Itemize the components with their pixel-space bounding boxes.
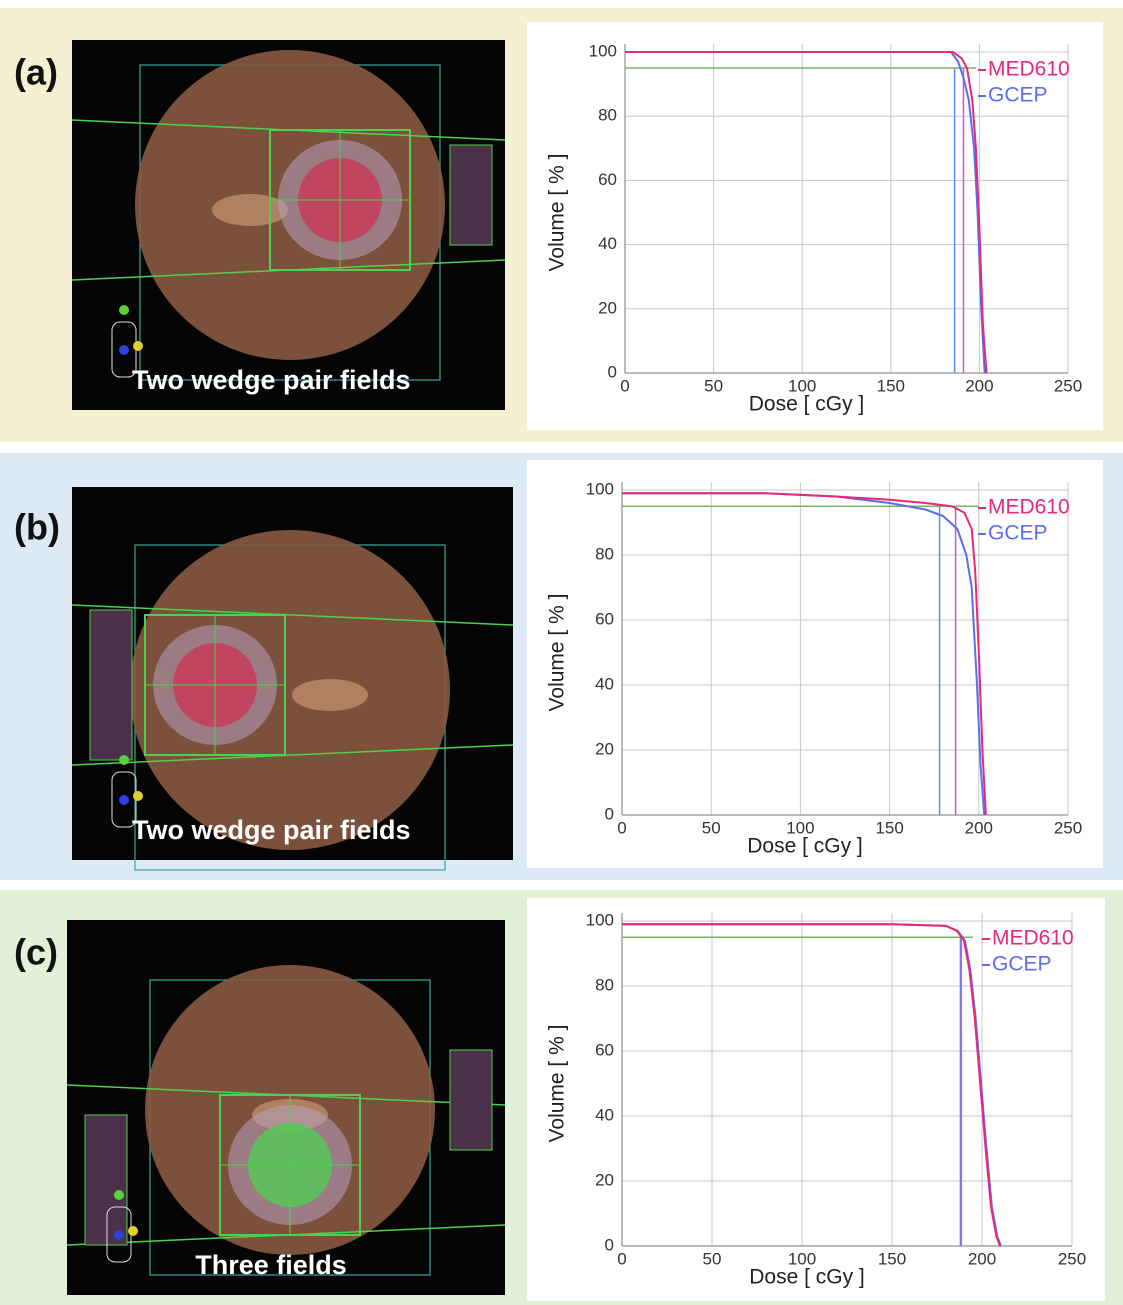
orientation-dot: [119, 345, 129, 355]
beam: [71, 119, 506, 141]
panel-label: (a): [14, 52, 58, 93]
wedge: [449, 1049, 493, 1151]
y-tick-label: 0: [608, 362, 617, 381]
y-tick-label: 40: [595, 674, 614, 693]
wedge: [89, 609, 133, 761]
x-tick-label: 200: [965, 818, 993, 837]
wedge: [449, 144, 493, 246]
x-tick-label: 50: [703, 1249, 722, 1268]
x-tick-label: 0: [620, 376, 629, 395]
x-tick-label: 150: [875, 818, 903, 837]
x-tick-label: 200: [968, 1249, 996, 1268]
orientation-dot: [128, 1226, 138, 1236]
x-tick-label: 100: [786, 818, 814, 837]
x-tick-label: 250: [1054, 376, 1082, 395]
x-tick-label: 100: [788, 1249, 816, 1268]
y-tick-label: 40: [595, 1105, 614, 1124]
x-tick-label: 100: [788, 376, 816, 395]
beam: [71, 604, 514, 626]
chart-card: [527, 898, 1105, 1301]
y-tick-label: 100: [586, 910, 614, 929]
y-tick-label: 60: [595, 1040, 614, 1059]
y-tick-label: 20: [595, 1170, 614, 1189]
y-tick-label: 80: [595, 544, 614, 563]
y-tick-label: 80: [598, 106, 617, 125]
x-tick-label: 150: [877, 376, 905, 395]
x-tick-label: 250: [1054, 818, 1082, 837]
caption: Two wedge pair fields: [132, 365, 411, 395]
y-tick-label: 20: [598, 298, 617, 317]
legend-label: MED610: [988, 496, 1070, 519]
legend-label: GCEP: [988, 522, 1048, 545]
y-tick-label: 0: [605, 804, 614, 823]
orientation-dot: [114, 1230, 124, 1240]
series-line: [622, 492, 987, 816]
y-tick-label: 80: [595, 975, 614, 994]
x-tick-label: 50: [704, 376, 723, 395]
y-tick-label: 40: [598, 234, 617, 253]
x-tick-label: 150: [878, 1249, 906, 1268]
y-tick-label: 100: [589, 41, 617, 60]
chart-card: [527, 460, 1103, 868]
beam: [66, 1224, 506, 1246]
phantom: [130, 530, 450, 850]
wedge: [84, 1114, 128, 1246]
y-axis-label: Volume [ % ]: [546, 594, 569, 712]
legend-label: GCEP: [992, 953, 1052, 976]
y-tick-label: 60: [598, 170, 617, 189]
x-tick-label: 0: [617, 818, 626, 837]
y-tick-label: 20: [595, 739, 614, 758]
y-axis-label: Volume [ % ]: [546, 154, 569, 272]
y-tick-label: 0: [605, 1235, 614, 1254]
series-line: [625, 51, 988, 374]
x-axis-label: Dose [ cGy ]: [749, 1266, 865, 1289]
orientation-dot: [133, 341, 143, 351]
y-tick-label: 60: [595, 609, 614, 628]
legend-label: MED610: [992, 927, 1074, 950]
y-tick-label: 100: [586, 479, 614, 498]
y-axis-label: Volume [ % ]: [546, 1025, 569, 1143]
caption: Three fields: [195, 1250, 347, 1280]
x-axis-label: Dose [ cGy ]: [747, 835, 863, 858]
x-axis-label: Dose [ cGy ]: [749, 393, 865, 416]
beam: [66, 1084, 506, 1106]
orientation-head: [114, 1190, 124, 1200]
x-tick-label: 0: [617, 1249, 626, 1268]
x-tick-label: 50: [702, 818, 721, 837]
panel-label: (c): [14, 932, 58, 973]
beam: [71, 744, 514, 766]
insert: [292, 679, 368, 711]
caption: Two wedge pair fields: [132, 815, 411, 845]
beam: [71, 259, 506, 281]
legend-label: GCEP: [988, 84, 1048, 107]
orientation-head: [119, 755, 129, 765]
insert: [212, 194, 288, 226]
orientation-dot: [119, 795, 129, 805]
series-line: [622, 923, 1001, 1247]
legend-label: MED610: [988, 58, 1070, 81]
x-tick-label: 200: [965, 376, 993, 395]
orientation-head: [119, 305, 129, 315]
panel-label: (b): [14, 507, 60, 548]
chart-card: [527, 22, 1103, 430]
orientation-dot: [133, 791, 143, 801]
series-line: [625, 51, 986, 374]
x-tick-label: 250: [1058, 1249, 1086, 1268]
